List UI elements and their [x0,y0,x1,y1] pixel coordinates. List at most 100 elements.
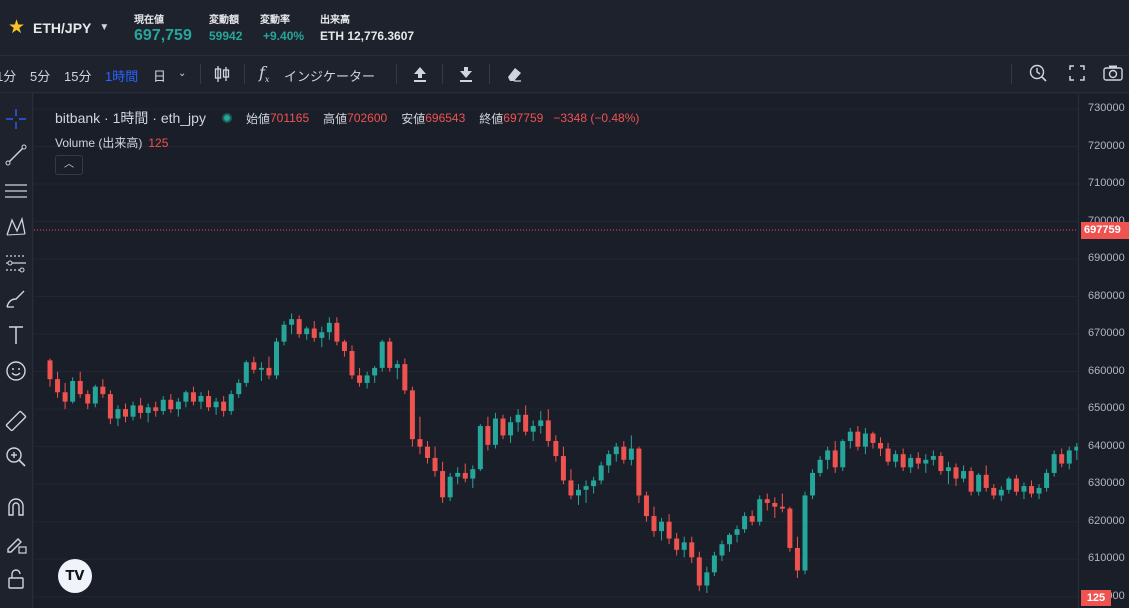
candle-body [100,386,106,395]
candle [175,397,181,417]
candlestick-chart[interactable] [34,94,1078,608]
stat-current-price: 現在値 697,759 [134,11,192,45]
interval-1m[interactable]: 1分 [0,69,17,84]
logo-text: TV [65,568,85,584]
stat-change-rate: 変動率 +9.40% [260,11,304,43]
ruler-icon[interactable] [4,409,28,433]
zoom-in-icon[interactable] [4,445,28,469]
candle [100,379,106,398]
candle-body [991,487,997,496]
legend-close-label: 終値 [479,111,504,126]
candle-body [349,351,355,376]
candle [591,476,597,494]
candle-body [198,396,204,402]
legend-high-label: 高値 [323,111,348,126]
collapse-legend-button[interactable]: ︿ [55,155,83,175]
candle-body [1021,486,1027,492]
candle [258,362,264,382]
eraser-icon[interactable] [504,64,524,87]
alert-clock-icon[interactable] [1028,63,1048,86]
horizontal-lines-icon[interactable] [4,179,28,203]
interval-day[interactable]: 日 [153,69,167,84]
indicator-fx-icon[interactable]: fx [259,63,270,85]
candle [553,435,559,462]
candle-body [1066,450,1072,464]
candle-body [319,332,325,338]
candle-body [508,422,514,436]
lock-pencil-icon[interactable] [4,531,28,555]
candle-body [900,454,906,468]
candle-body [772,502,778,507]
candle [432,446,438,477]
candle [643,491,649,522]
candle [991,484,997,500]
candle [727,532,732,552]
candles-icon[interactable] [212,64,232,87]
lock-icon[interactable] [4,567,28,591]
trend-line-icon[interactable] [4,143,28,167]
candle-body [885,448,891,462]
candle-body [553,441,559,457]
brush-icon[interactable] [4,287,28,311]
forecast-icon[interactable] [4,251,28,275]
candle-body [341,341,347,351]
candle-body [492,418,498,445]
crosshair-icon[interactable] [4,107,28,131]
price-tick-label: 710000 [1088,177,1125,190]
candle-body [311,328,317,338]
divider [442,64,443,84]
candle-body [364,375,370,383]
chart-pane[interactable]: bitbank · 1時間 · eth_jpy 始値 701165 高値 70260… [34,94,1078,608]
candle-body [938,456,944,472]
candle-body [847,431,853,442]
candle-body [696,557,702,586]
volume-label: Volume (出来高) [55,136,143,150]
upload-icon[interactable] [411,64,429,87]
chevron-down-icon[interactable]: ⌄ [178,68,187,79]
candle [500,414,506,440]
candle-body [432,457,438,472]
interval-15m[interactable]: 15分 [64,69,92,84]
candle [341,339,347,357]
candle-body [545,420,551,442]
magnet-icon[interactable] [4,495,28,519]
candle [870,431,876,449]
star-icon[interactable]: ★ [8,17,26,38]
candle [689,536,695,563]
camera-icon[interactable] [1102,63,1124,86]
legend-open: 701165 [269,111,310,125]
price-axis[interactable]: 730000 720000 710000 700000 690000 680000 6700… [1078,94,1129,608]
candle-body [409,390,415,440]
candle-body [757,499,763,522]
interval-1h[interactable]: 1時間 [105,69,139,84]
candle-body [1044,472,1050,488]
divider [489,64,490,84]
pattern-icon[interactable] [4,215,28,239]
indicators-button[interactable]: インジケーター [284,69,376,84]
candle [613,442,619,462]
candle-body [983,474,989,488]
candle-body [613,446,619,455]
candle [832,441,838,473]
candle-body [1013,478,1019,492]
tradingview-logo[interactable]: TV [58,559,92,593]
download-icon[interactable] [457,64,475,87]
candle [915,452,921,470]
candle-body [583,486,589,490]
symbol-selector[interactable]: ★ ETH/JPY ▼ [8,18,109,37]
interval-5m[interactable]: 5分 [30,69,51,84]
candle [364,371,370,389]
candle-body [719,544,725,556]
candle [802,491,808,575]
candle [1074,442,1078,460]
candle-body [289,319,295,325]
caret-down-icon[interactable]: ▼ [99,22,110,33]
candle-body [153,407,159,412]
stat-label: 現在値 [134,15,164,26]
candle [878,437,883,457]
text-icon[interactable] [4,323,28,347]
fullscreen-icon[interactable] [1067,63,1087,86]
candle [462,463,468,483]
emoji-icon[interactable] [4,359,28,383]
candle [402,358,408,395]
